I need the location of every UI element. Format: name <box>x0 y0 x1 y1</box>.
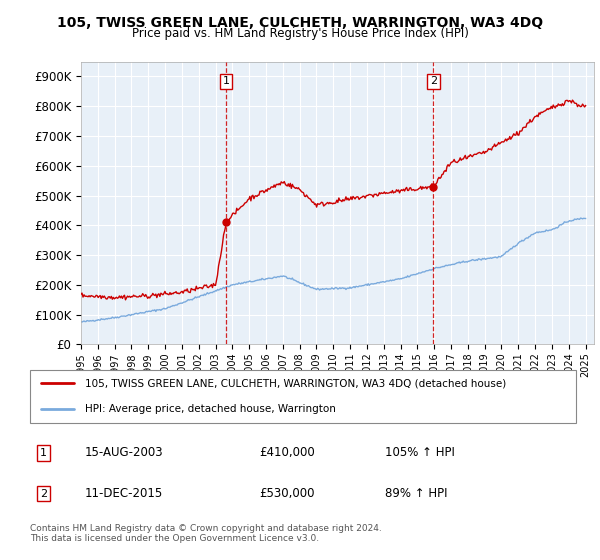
Text: 11-DEC-2015: 11-DEC-2015 <box>85 487 163 500</box>
Text: 15-AUG-2003: 15-AUG-2003 <box>85 446 163 459</box>
Text: £530,000: £530,000 <box>259 487 315 500</box>
Text: 1: 1 <box>223 76 229 86</box>
Text: 2: 2 <box>430 76 437 86</box>
Text: £410,000: £410,000 <box>259 446 315 459</box>
Text: 2: 2 <box>40 489 47 499</box>
Text: 105, TWISS GREEN LANE, CULCHETH, WARRINGTON, WA3 4DQ: 105, TWISS GREEN LANE, CULCHETH, WARRING… <box>57 16 543 30</box>
Text: Contains HM Land Registry data © Crown copyright and database right 2024.
This d: Contains HM Land Registry data © Crown c… <box>30 524 382 543</box>
Text: 89% ↑ HPI: 89% ↑ HPI <box>385 487 448 500</box>
Text: HPI: Average price, detached house, Warrington: HPI: Average price, detached house, Warr… <box>85 404 335 414</box>
Text: 105, TWISS GREEN LANE, CULCHETH, WARRINGTON, WA3 4DQ (detached house): 105, TWISS GREEN LANE, CULCHETH, WARRING… <box>85 379 506 389</box>
Text: 105% ↑ HPI: 105% ↑ HPI <box>385 446 455 459</box>
Text: 1: 1 <box>40 448 47 458</box>
Text: Price paid vs. HM Land Registry's House Price Index (HPI): Price paid vs. HM Land Registry's House … <box>131 27 469 40</box>
